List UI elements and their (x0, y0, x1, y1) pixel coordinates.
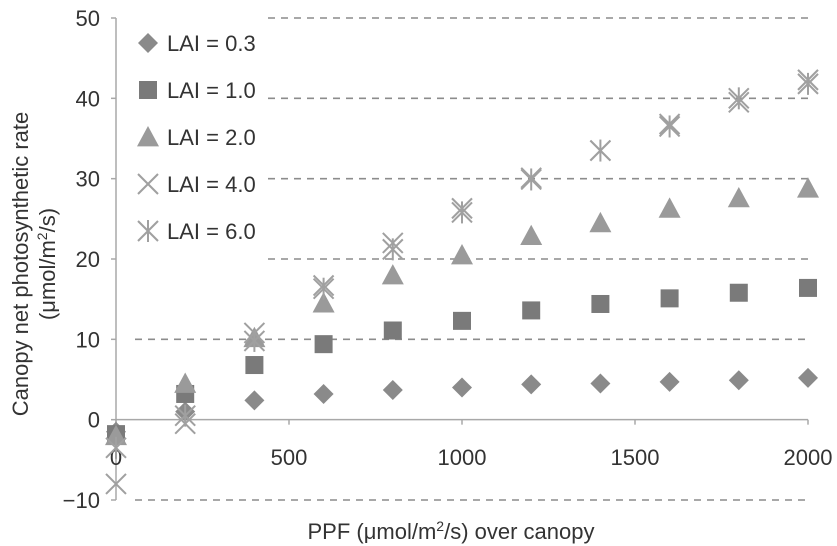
data-point-square (660, 289, 679, 308)
legend-label: LAI = 0.3 (167, 31, 256, 56)
y-tick-label: 30 (76, 167, 100, 192)
data-point-square (314, 335, 333, 354)
y-axis-title-line-1: Canopy net photosynthetic rate (8, 112, 33, 417)
y-axis-title-line-2: (μmol/m2/s) (34, 208, 60, 320)
x-axis-title-part: /s) over canopy (444, 519, 594, 544)
legend-marker-asterisk (137, 220, 159, 242)
legend-marker-triangle (137, 126, 159, 147)
x-tick-label: 500 (271, 445, 308, 470)
data-point-triangle (797, 177, 819, 198)
data-point-asterisk (382, 238, 404, 261)
data-point-asterisk (589, 139, 612, 162)
data-point-asterisk (520, 168, 542, 191)
data-point-diamond (452, 377, 472, 398)
legend: LAI = 0.3 LAI = 1.0 LAI = 2.0 LAI = 4.0 LAI … (137, 31, 256, 244)
data-point-x (105, 473, 127, 495)
data-point-triangle (727, 186, 750, 208)
legend-item: LAI = 2.0 (137, 125, 256, 150)
legend-marker-diamond (138, 33, 158, 53)
y-axis-title-part: /s) (35, 208, 60, 232)
x-tick-label: 1500 (611, 445, 660, 470)
data-point-square (522, 301, 541, 320)
data-point-asterisk (451, 201, 473, 224)
y-axis-title-part: (μmol/m (35, 240, 60, 320)
data-point-triangle (589, 211, 612, 233)
legend-label: LAI = 4.0 (167, 172, 256, 197)
data-point-asterisk (797, 72, 819, 95)
x-tick-label: 2000 (784, 445, 833, 470)
data-point-triangle (658, 197, 681, 218)
data-points (105, 69, 819, 495)
x-tick-label: 1000 (438, 445, 487, 470)
data-point-triangle (174, 372, 197, 393)
data-point-triangle (520, 224, 543, 246)
legend-marker-square (139, 81, 157, 99)
data-point-square (729, 283, 748, 302)
tick-labels: −10010203040500500100015002000 (63, 6, 833, 513)
data-point-diamond (728, 370, 749, 391)
data-point-asterisk (658, 115, 681, 138)
data-point-triangle (105, 424, 127, 446)
data-point-square (799, 278, 817, 297)
x-axis-title-part: PPF (μmol/m (308, 519, 437, 544)
data-point-asterisk (728, 87, 750, 110)
data-point-square (383, 321, 402, 340)
data-point-triangle (451, 243, 473, 265)
legend-label: LAI = 1.0 (167, 78, 256, 103)
data-point-asterisk (312, 277, 335, 300)
data-point-diamond (659, 371, 680, 392)
x-axis-title-superscript: 2 (436, 518, 444, 534)
y-tick-label: −10 (63, 488, 100, 513)
data-point-square (591, 294, 610, 313)
legend-item: LAI = 6.0 (137, 219, 256, 244)
legend-item: LAI = 1.0 (139, 78, 256, 103)
data-point-triangle (312, 292, 335, 313)
data-point-triangle (381, 264, 404, 285)
y-axis-title-superscript: 2 (34, 232, 50, 240)
data-point-diamond (521, 374, 542, 395)
data-point-square (453, 311, 471, 330)
legend-marker-x (137, 173, 159, 195)
data-point-diamond (244, 390, 265, 411)
data-point-diamond (382, 379, 403, 400)
legend-item: LAI = 0.3 (138, 31, 256, 56)
legend-label: LAI = 6.0 (167, 219, 256, 244)
y-tick-label: 40 (76, 86, 100, 111)
x-axis-title: PPF (μmol/m2/s) over canopy (308, 518, 595, 544)
y-tick-label: 0 (88, 408, 100, 433)
grid-lines (135, 17, 808, 501)
y-tick-label: 20 (76, 247, 100, 272)
data-point-diamond (313, 383, 334, 404)
legend-label: LAI = 2.0 (167, 125, 256, 150)
data-point-asterisk (243, 329, 266, 352)
data-point-diamond (590, 373, 611, 394)
axes (111, 17, 809, 501)
data-point-square (245, 356, 264, 375)
data-point-diamond (798, 367, 818, 388)
data-point-asterisk (105, 436, 127, 459)
y-tick-label: 50 (76, 6, 100, 31)
legend-item: LAI = 4.0 (137, 172, 256, 197)
y-tick-label: 10 (76, 327, 100, 352)
data-point-asterisk (174, 404, 196, 427)
